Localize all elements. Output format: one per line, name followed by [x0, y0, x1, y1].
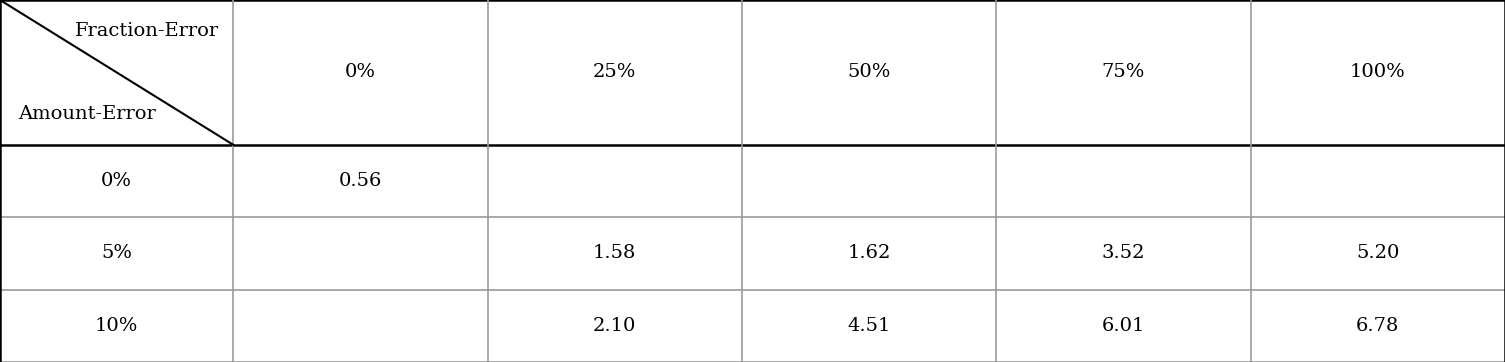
Text: 25%: 25%	[593, 63, 637, 81]
Text: 10%: 10%	[95, 317, 138, 335]
Text: 0%: 0%	[345, 63, 376, 81]
Text: 100%: 100%	[1350, 63, 1406, 81]
Text: 5.20: 5.20	[1356, 244, 1400, 262]
Text: 5%: 5%	[101, 244, 132, 262]
Text: 0%: 0%	[101, 172, 132, 190]
Text: 4.51: 4.51	[847, 317, 891, 335]
Text: 3.52: 3.52	[1102, 244, 1145, 262]
Text: 50%: 50%	[847, 63, 891, 81]
Text: 1.58: 1.58	[593, 244, 637, 262]
Text: 1.62: 1.62	[847, 244, 891, 262]
Text: Amount-Error: Amount-Error	[18, 105, 155, 123]
Text: 0.56: 0.56	[339, 172, 382, 190]
Text: 6.01: 6.01	[1102, 317, 1145, 335]
Text: 6.78: 6.78	[1356, 317, 1400, 335]
Text: 75%: 75%	[1102, 63, 1145, 81]
Text: 2.10: 2.10	[593, 317, 637, 335]
Text: Fraction-Error: Fraction-Error	[75, 22, 218, 40]
